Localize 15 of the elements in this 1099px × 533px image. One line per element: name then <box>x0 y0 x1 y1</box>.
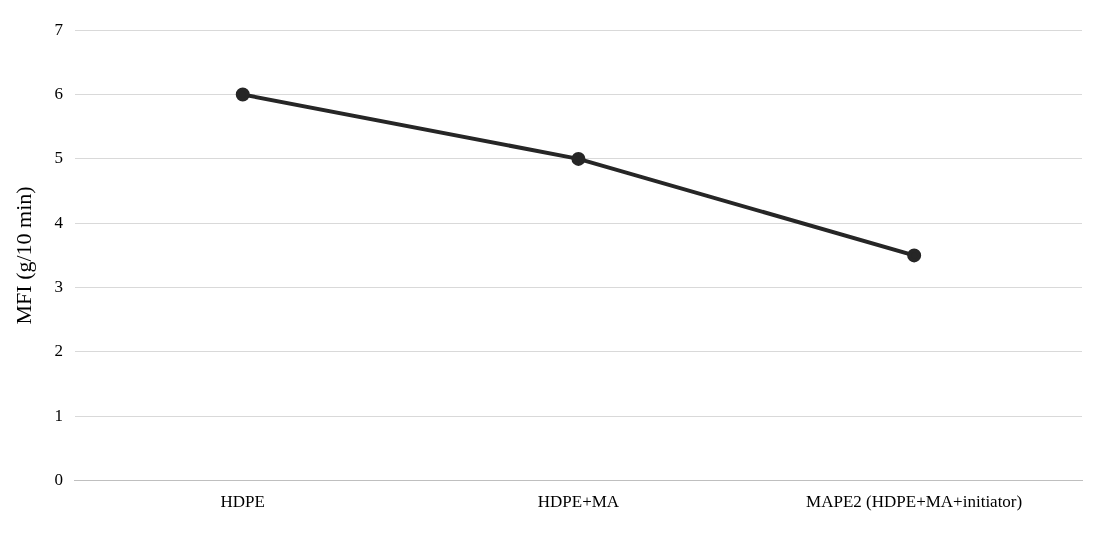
y-tick-label: 3 <box>54 277 63 297</box>
y-tick-label: 6 <box>54 84 63 104</box>
y-tick-label: 4 <box>54 212 64 232</box>
point <box>907 248 922 263</box>
point <box>571 151 586 166</box>
y-tick-label: 5 <box>54 148 63 168</box>
x-tick-label: MAPE2 (HDPE+MA+initiator) <box>806 492 1023 512</box>
y-axis-title: MFI (g/10 min) <box>10 186 36 325</box>
y-tick-label: 0 <box>54 470 63 490</box>
y-tick-label: 1 <box>54 405 63 425</box>
point <box>235 87 250 102</box>
y-tick-label: 2 <box>54 341 63 361</box>
y-tick-label: 7 <box>54 19 64 39</box>
x-tick-label: HDPE+MA <box>537 492 620 512</box>
x-tick-label: HDPE <box>220 492 265 512</box>
